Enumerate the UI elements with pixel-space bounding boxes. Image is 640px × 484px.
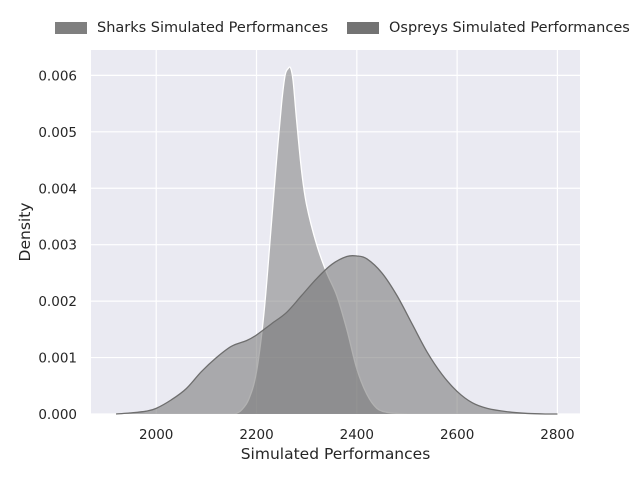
- y-tick-label: 0.006: [38, 68, 77, 84]
- y-tick-label: 0.003: [38, 238, 77, 254]
- grid: [91, 50, 580, 415]
- y-tick-label: 0.002: [38, 294, 77, 310]
- y-tick-label: 0.000: [38, 407, 77, 423]
- legend-label-sharks: Sharks Simulated Performances: [97, 20, 329, 36]
- x-tick-label: 2400: [340, 427, 374, 443]
- y-tick-label: 0.001: [38, 351, 77, 367]
- legend-item-ospreys: Ospreys Simulated Performances: [347, 20, 630, 36]
- x-tick-label: 2800: [540, 427, 574, 443]
- y-axis-ticks: 0.000 0.001 0.002 0.003 0.004 0.005 0.006: [38, 68, 77, 423]
- line-ospreys: [116, 254, 558, 415]
- x-tick-label: 2000: [139, 427, 173, 443]
- x-axis-ticks: 2000 2200 2400 2600 2800: [139, 427, 575, 443]
- series-areas: [116, 66, 558, 415]
- legend-swatch-sharks: [55, 22, 87, 34]
- legend: Sharks Simulated Performances Ospreys Si…: [0, 20, 640, 42]
- y-tick-label: 0.005: [38, 125, 77, 141]
- y-tick-label: 0.004: [38, 181, 77, 197]
- x-axis-label: Simulated Performances: [241, 445, 431, 463]
- legend-swatch-ospreys: [347, 22, 379, 34]
- x-tick-label: 2600: [440, 427, 474, 443]
- area-ospreys: [116, 255, 558, 415]
- legend-item-sharks: Sharks Simulated Performances: [55, 20, 328, 36]
- x-tick-label: 2200: [239, 427, 273, 443]
- y-axis-label: Density: [16, 203, 34, 262]
- legend-label-ospreys: Ospreys Simulated Performances: [389, 20, 630, 36]
